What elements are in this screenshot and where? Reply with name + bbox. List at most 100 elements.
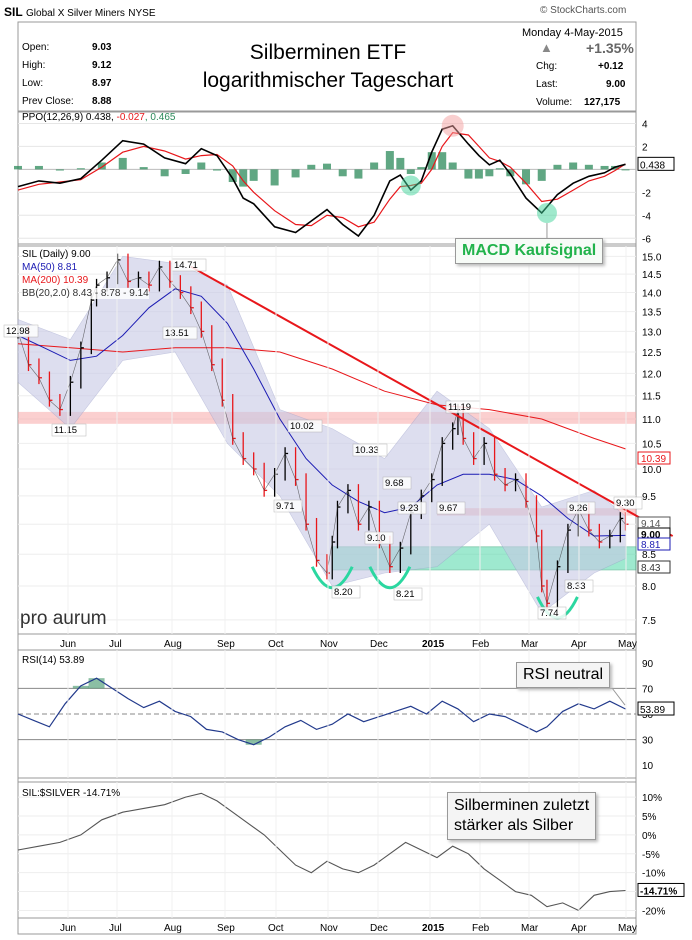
price-last-label-box xyxy=(637,537,671,551)
prev-close-value: 8.88 xyxy=(92,96,112,107)
ratio-x-tick: Jul xyxy=(109,923,122,934)
high-value: 9.12 xyxy=(92,60,112,71)
ppo-histogram-bar xyxy=(249,169,258,181)
ppo-y-tick: 4 xyxy=(642,119,648,130)
ratio-x-tick: Mar xyxy=(521,923,539,934)
price-annotation: 9.67 xyxy=(439,503,458,514)
ratio-y-tick: -10% xyxy=(642,869,665,880)
ratio-x-tick: Sep xyxy=(217,923,235,934)
price-y-tick: 15.0 xyxy=(642,252,662,263)
ratio-y-tick: -20% xyxy=(642,906,665,917)
price-last-label-box xyxy=(637,451,671,465)
price-annotation-box xyxy=(287,419,323,433)
ppo-histogram-bar xyxy=(323,163,331,170)
ppo-histogram-bar xyxy=(522,169,531,185)
rsi-overbought-fill xyxy=(88,678,105,689)
low-label: Low: xyxy=(22,78,44,89)
price-y-tick: 9.5 xyxy=(642,492,656,503)
ratio-x-tick: Aug xyxy=(164,923,182,934)
price-y-tick: 13.0 xyxy=(642,327,662,338)
ppo-last-label: 0.438 xyxy=(640,160,665,171)
rsi-neutral-callout: RSI neutral xyxy=(516,662,611,688)
ppo-histogram-bar xyxy=(553,164,562,170)
ppo-histogram-bar xyxy=(438,152,447,170)
price-legend-ma200: MA(200) 10.39 xyxy=(22,275,89,286)
ppo-cross-marker xyxy=(441,114,464,137)
open-value: 9.03 xyxy=(92,42,112,53)
rsi-last-label: 53.89 xyxy=(640,705,665,716)
ppo-histogram-bar xyxy=(228,169,237,183)
price-annotation: 11.15 xyxy=(54,425,77,436)
ratio-y-tick: 10% xyxy=(642,793,662,804)
symbol: SIL xyxy=(4,5,23,19)
ppo-histogram-bar xyxy=(464,169,473,179)
prev-close-label: Prev Close: xyxy=(22,96,74,107)
ppo-histogram-bar xyxy=(569,162,578,170)
ratio-x-tick: Nov xyxy=(320,923,338,934)
ppo-histogram-bar xyxy=(55,169,64,171)
ratio-x-tick: Oct xyxy=(268,923,284,934)
price-x-tick: Jul xyxy=(109,639,122,650)
price-annotation: 9.30 xyxy=(616,498,635,509)
ppo-histogram-bar xyxy=(14,165,22,170)
macd-buy-signal-callout: MACD Kaufsignal xyxy=(455,238,604,264)
price-last-label: 9.14 xyxy=(641,519,661,530)
ratio-x-tick: Dec xyxy=(370,923,388,934)
ppo-panel-frame xyxy=(17,111,637,245)
rsi-y-tick: 10 xyxy=(642,761,654,772)
change-percent: +1.35% xyxy=(586,40,634,56)
ratio-callout-line1: Silberminen zuletzt xyxy=(454,797,590,814)
ppo-last-label-box xyxy=(637,156,675,171)
price-x-tick: Dec xyxy=(370,639,388,650)
ppo-histogram-bar xyxy=(239,169,248,187)
price-annotation-box xyxy=(3,324,39,338)
price-annotation: 14.71 xyxy=(174,260,198,271)
price-annotation-box xyxy=(393,587,423,601)
ppo-histogram-bar xyxy=(600,165,609,170)
rsi-y-tick: 30 xyxy=(642,736,654,747)
ppo-histogram-bar xyxy=(181,169,190,174)
price-annotation: 9.23 xyxy=(400,503,419,514)
ratio-last-label: -14.71% xyxy=(640,886,677,897)
price-annotation-box xyxy=(436,501,466,515)
price-annotation: 9.10 xyxy=(367,533,386,544)
price-y-tick: 13.5 xyxy=(642,308,662,319)
ppo-histogram-bar xyxy=(584,164,593,170)
up-arrow-icon: ▲ xyxy=(540,40,553,55)
ratio-x-tick: May xyxy=(618,923,637,934)
ratio-x-tick: 2015 xyxy=(422,923,445,934)
price-annotation: 8.33 xyxy=(567,581,586,592)
price-annotation-box xyxy=(51,423,87,437)
bollinger-band xyxy=(17,256,626,614)
ratio-x-tick: Apr xyxy=(571,923,587,934)
price-annotation: 9.71 xyxy=(276,501,295,512)
ratio-line xyxy=(17,792,626,912)
ppo-legend-part3: , 0.465 xyxy=(144,112,176,123)
chg-value: +0.12 xyxy=(598,61,624,72)
price-x-tick: Sep xyxy=(217,639,235,650)
price-annotation: 10.33 xyxy=(355,445,379,456)
ratio-y-tick: 0% xyxy=(642,831,657,842)
ppo-histogram-bar xyxy=(621,169,630,171)
price-x-tick: Jun xyxy=(60,639,76,650)
ratio-callout: Silberminen zuletzt stärker als Silber xyxy=(447,792,597,840)
ratio-y-tick: 5% xyxy=(642,812,657,823)
price-y-tick: 14.5 xyxy=(642,270,662,281)
price-last-label: 8.43 xyxy=(641,563,661,574)
price-annotation-box xyxy=(273,499,303,513)
price-x-tick: Mar xyxy=(521,639,539,650)
price-x-tick: Apr xyxy=(571,639,587,650)
price-y-tick: 12.0 xyxy=(642,369,662,380)
ppo-histogram-bar xyxy=(396,157,405,170)
watermark-logo: pro aurum xyxy=(20,608,107,629)
price-zone-resistance xyxy=(18,411,636,424)
ppo-histogram-bar xyxy=(97,162,106,170)
security-name: Global X Silver Miners xyxy=(26,8,125,19)
ppo-histogram-bar xyxy=(270,169,279,186)
price-annotation: 8.21 xyxy=(396,589,415,600)
rsi-y-tick: 70 xyxy=(642,684,654,695)
ppo-histogram-bar xyxy=(338,169,347,177)
price-last-label: 9.00 xyxy=(641,530,661,541)
low-value: 8.97 xyxy=(92,78,112,89)
price-x-tick: Oct xyxy=(268,639,284,650)
